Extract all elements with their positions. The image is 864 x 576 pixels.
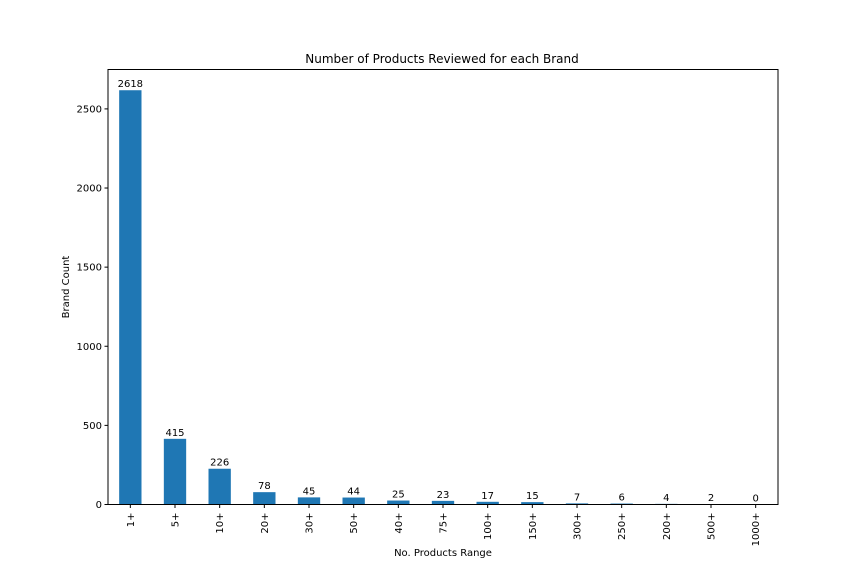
x-tick-label: 20+ bbox=[260, 513, 271, 534]
bar bbox=[565, 503, 589, 505]
y-axis: 0 500 1000 1500 2000 2500 bbox=[77, 104, 108, 511]
bar-value-label: 2618 bbox=[118, 79, 143, 90]
x-tick-label: 150+ bbox=[528, 513, 539, 540]
bar-value-label: 0 bbox=[752, 494, 758, 505]
y-axis-label: Brand Count bbox=[61, 256, 72, 319]
x-tick-label: 10+ bbox=[215, 513, 226, 534]
bar-value-label: 23 bbox=[437, 490, 450, 501]
x-axis-label: No. Products Range bbox=[394, 548, 492, 559]
bar bbox=[297, 497, 321, 505]
bar-value-label: 44 bbox=[347, 487, 360, 498]
bars bbox=[119, 90, 723, 505]
plot-frame bbox=[107, 69, 779, 505]
bar bbox=[342, 497, 365, 505]
bar-value-label: 6 bbox=[618, 493, 624, 504]
bar-value-labels: 2618 415 226 78 45 44 25 23 17 15 7 6 4 2 0 bbox=[118, 79, 759, 504]
bar bbox=[253, 492, 276, 505]
bar bbox=[521, 502, 544, 505]
bar-value-label: 226 bbox=[210, 458, 229, 469]
x-tick-label: 1000+ bbox=[751, 513, 762, 547]
y-tick-label: 2500 bbox=[77, 104, 102, 115]
bar-value-label: 7 bbox=[574, 492, 580, 503]
bar-value-label: 78 bbox=[258, 481, 271, 492]
x-tick-label: 100+ bbox=[483, 513, 494, 540]
bar-value-label: 25 bbox=[392, 490, 405, 501]
y-tick-label: 2000 bbox=[77, 184, 102, 195]
x-tick-label: 50+ bbox=[349, 513, 360, 534]
bar bbox=[387, 500, 410, 505]
bar bbox=[163, 438, 187, 505]
x-tick-label: 40+ bbox=[394, 513, 405, 534]
bar-value-label: 415 bbox=[165, 428, 184, 439]
y-tick-label: 1500 bbox=[77, 263, 102, 274]
bar bbox=[208, 468, 231, 505]
bar bbox=[431, 500, 455, 505]
x-tick-label: 30+ bbox=[305, 513, 316, 534]
x-tick-label: 5+ bbox=[171, 513, 182, 528]
bar-value-label: 2 bbox=[708, 493, 714, 504]
bar-value-label: 4 bbox=[663, 493, 669, 504]
x-tick-label: 500+ bbox=[707, 513, 718, 540]
bar bbox=[119, 90, 142, 505]
x-tick-label: 300+ bbox=[573, 513, 584, 540]
bar-value-label: 17 bbox=[481, 491, 494, 502]
bar-value-label: 15 bbox=[526, 491, 539, 502]
bar-value-label: 45 bbox=[303, 486, 316, 497]
x-tick-label: 200+ bbox=[662, 513, 673, 540]
x-tick-label: 75+ bbox=[439, 513, 450, 534]
x-axis: 1+ 5+ 10+ 20+ 30+ 50+ 40+ 75+ 100+ 150+ 300+ 250+ 20… bbox=[126, 504, 762, 547]
x-tick-label: 1+ bbox=[126, 513, 137, 528]
bar bbox=[476, 501, 499, 505]
x-tick-label: 250+ bbox=[617, 513, 628, 540]
y-tick-label: 1000 bbox=[77, 342, 102, 353]
y-tick-label: 500 bbox=[83, 421, 102, 432]
y-tick-label: 0 bbox=[96, 500, 102, 511]
chart-title: Number of Products Reviewed for each Bra… bbox=[305, 52, 578, 66]
